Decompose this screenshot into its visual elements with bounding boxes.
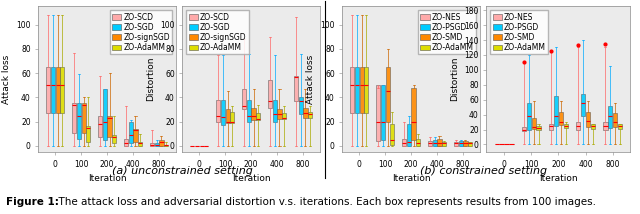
PathPatch shape xyxy=(216,100,220,122)
Y-axis label: Attack loss: Attack loss xyxy=(306,55,315,104)
PathPatch shape xyxy=(134,129,138,142)
PathPatch shape xyxy=(407,124,411,146)
PathPatch shape xyxy=(433,140,437,146)
PathPatch shape xyxy=(103,89,107,140)
PathPatch shape xyxy=(591,124,595,129)
PathPatch shape xyxy=(442,142,446,146)
PathPatch shape xyxy=(586,112,590,126)
PathPatch shape xyxy=(390,124,394,145)
Text: The attack loss and adversarial distortion v.s. iterations. Each box represents : The attack loss and adversarial distorti… xyxy=(52,198,596,207)
PathPatch shape xyxy=(98,116,102,137)
PathPatch shape xyxy=(51,67,55,113)
Text: (a) unconstrained setting: (a) unconstrained setting xyxy=(112,166,253,176)
Legend: ZO-NES, ZO-PSGD, ZO-SMD, ZO-AdaMM: ZO-NES, ZO-PSGD, ZO-SMD, ZO-AdaMM xyxy=(490,10,548,54)
Text: Figure 1:: Figure 1: xyxy=(6,198,60,207)
PathPatch shape xyxy=(463,141,467,146)
X-axis label: Iteration: Iteration xyxy=(539,174,578,183)
PathPatch shape xyxy=(412,88,415,140)
PathPatch shape xyxy=(608,106,612,128)
PathPatch shape xyxy=(159,140,163,146)
PathPatch shape xyxy=(60,67,65,113)
PathPatch shape xyxy=(402,139,406,146)
PathPatch shape xyxy=(364,67,369,113)
PathPatch shape xyxy=(72,103,76,132)
PathPatch shape xyxy=(81,103,86,132)
PathPatch shape xyxy=(46,67,51,113)
PathPatch shape xyxy=(618,124,622,129)
X-axis label: Iteration: Iteration xyxy=(232,174,271,183)
PathPatch shape xyxy=(468,142,472,146)
PathPatch shape xyxy=(282,113,286,119)
PathPatch shape xyxy=(350,67,355,113)
Legend: ZO-SCD, ZO-SGD, ZO-signSGD, ZO-AdaMM: ZO-SCD, ZO-SGD, ZO-signSGD, ZO-AdaMM xyxy=(186,10,249,54)
PathPatch shape xyxy=(532,118,536,129)
PathPatch shape xyxy=(230,112,234,123)
PathPatch shape xyxy=(376,85,380,141)
PathPatch shape xyxy=(221,100,225,125)
PathPatch shape xyxy=(225,110,230,123)
PathPatch shape xyxy=(308,112,312,118)
PathPatch shape xyxy=(303,108,307,118)
PathPatch shape xyxy=(428,141,432,146)
Legend: ZO-SCD, ZO-SGD, ZO-signSGD, ZO-AdaMM: ZO-SCD, ZO-SGD, ZO-signSGD, ZO-AdaMM xyxy=(109,10,172,54)
PathPatch shape xyxy=(299,97,303,114)
PathPatch shape xyxy=(385,67,390,122)
X-axis label: Iteration: Iteration xyxy=(88,174,127,183)
PathPatch shape xyxy=(56,67,60,113)
PathPatch shape xyxy=(268,80,272,108)
PathPatch shape xyxy=(112,135,116,143)
PathPatch shape xyxy=(559,112,563,125)
Legend: ZO-NES, ZO-PSGD, ZO-SMD, ZO-AdaMM: ZO-NES, ZO-PSGD, ZO-SMD, ZO-AdaMM xyxy=(418,10,476,54)
PathPatch shape xyxy=(416,139,420,146)
PathPatch shape xyxy=(124,139,128,146)
PathPatch shape xyxy=(86,126,90,142)
Y-axis label: Distortion: Distortion xyxy=(450,57,459,101)
PathPatch shape xyxy=(564,123,568,128)
PathPatch shape xyxy=(527,103,531,129)
PathPatch shape xyxy=(164,145,168,146)
PathPatch shape xyxy=(252,108,255,120)
PathPatch shape xyxy=(604,122,607,129)
PathPatch shape xyxy=(155,143,159,146)
PathPatch shape xyxy=(549,123,553,129)
PathPatch shape xyxy=(438,139,442,146)
PathPatch shape xyxy=(273,100,277,122)
PathPatch shape xyxy=(522,127,526,131)
Y-axis label: Attack loss: Attack loss xyxy=(2,55,11,104)
PathPatch shape xyxy=(355,67,359,113)
PathPatch shape xyxy=(256,113,260,120)
PathPatch shape xyxy=(150,143,154,146)
PathPatch shape xyxy=(381,85,385,140)
PathPatch shape xyxy=(294,76,298,101)
PathPatch shape xyxy=(108,116,111,137)
PathPatch shape xyxy=(454,142,458,146)
PathPatch shape xyxy=(278,110,282,119)
X-axis label: Iteration: Iteration xyxy=(392,174,431,183)
PathPatch shape xyxy=(459,141,463,146)
Y-axis label: Distortion: Distortion xyxy=(146,57,155,101)
PathPatch shape xyxy=(242,89,246,110)
PathPatch shape xyxy=(247,100,251,122)
PathPatch shape xyxy=(138,142,142,146)
PathPatch shape xyxy=(360,67,364,113)
PathPatch shape xyxy=(554,96,558,126)
Text: (b) constrained setting: (b) constrained setting xyxy=(420,166,547,176)
PathPatch shape xyxy=(576,122,580,129)
PathPatch shape xyxy=(613,113,618,126)
PathPatch shape xyxy=(581,94,585,116)
PathPatch shape xyxy=(536,126,541,129)
PathPatch shape xyxy=(77,103,81,139)
PathPatch shape xyxy=(129,122,133,143)
